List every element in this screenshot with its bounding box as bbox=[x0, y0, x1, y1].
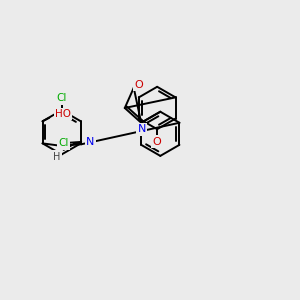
Text: Cl: Cl bbox=[56, 94, 67, 103]
Text: N: N bbox=[86, 137, 94, 147]
Text: H: H bbox=[53, 152, 60, 162]
Text: N: N bbox=[138, 124, 146, 134]
Text: O: O bbox=[135, 80, 143, 90]
Text: HO: HO bbox=[55, 109, 71, 119]
Text: Cl: Cl bbox=[58, 138, 69, 148]
Text: O: O bbox=[153, 136, 161, 147]
